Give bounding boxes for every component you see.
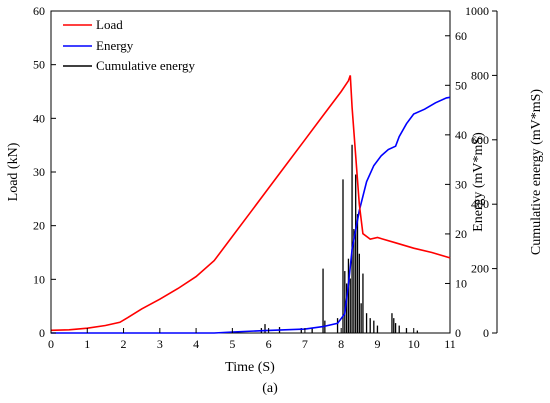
left-tick-label: 0 bbox=[39, 326, 45, 340]
x-axis-ticks: 0 1 2 3 4 5 6 7 8 9 10 11 bbox=[48, 328, 456, 351]
x-tick-label: 1 bbox=[84, 337, 90, 351]
inner-right-tick-label: 30 bbox=[455, 177, 467, 191]
left-tick-label: 40 bbox=[33, 111, 45, 125]
legend: Load Energy Cumulative energy bbox=[63, 17, 196, 73]
left-axis-title: Load (kN) bbox=[6, 142, 21, 201]
x-tick-label: 9 bbox=[374, 337, 380, 351]
inner-right-axis-title: Energy (mV*mS) bbox=[471, 132, 486, 232]
x-tick-label: 6 bbox=[266, 337, 272, 351]
x-tick-label: 2 bbox=[121, 337, 127, 351]
outer-right-tick-label: 0 bbox=[483, 326, 489, 340]
left-tick-label: 60 bbox=[33, 4, 45, 18]
inner-right-tick-label: 40 bbox=[455, 128, 467, 142]
cumulative-energy-spikes bbox=[260, 144, 419, 333]
outer-right-axis-title: Cumulative energy (mV*mS) bbox=[529, 89, 544, 255]
x-tick-label: 8 bbox=[338, 337, 344, 351]
energy-line bbox=[51, 96, 451, 334]
x-tick-label: 5 bbox=[229, 337, 235, 351]
inner-right-tick-label: 20 bbox=[455, 227, 467, 241]
outer-right-tick-label: 600 bbox=[471, 133, 489, 147]
outer-right-tick-label: 200 bbox=[471, 262, 489, 276]
outer-right-tick-label: 1000 bbox=[465, 4, 489, 18]
figure-caption: (a) bbox=[262, 381, 278, 396]
legend-load-label: Load bbox=[96, 17, 123, 32]
inner-right-tick-label: 60 bbox=[455, 29, 467, 43]
x-tick-label: 3 bbox=[157, 337, 163, 351]
inner-right-axis-ticks: 0 10 20 30 40 50 60 bbox=[445, 29, 467, 340]
inner-right-tick-label: 0 bbox=[455, 326, 461, 340]
outer-right-axis-ticks: 0 200 400 600 800 1000 bbox=[465, 4, 497, 340]
outer-right-tick-label: 800 bbox=[471, 68, 489, 82]
inner-right-tick-label: 50 bbox=[455, 78, 467, 92]
left-tick-label: 50 bbox=[33, 58, 45, 72]
legend-energy-label: Energy bbox=[96, 38, 134, 53]
legend-cumulative-energy-label: Cumulative energy bbox=[96, 58, 196, 73]
x-tick-label: 0 bbox=[48, 337, 54, 351]
x-tick-label: 4 bbox=[193, 337, 199, 351]
outer-right-tick-label: 400 bbox=[471, 197, 489, 211]
load-line bbox=[50, 75, 451, 332]
left-tick-label: 10 bbox=[33, 272, 45, 286]
inner-right-tick-label: 10 bbox=[455, 276, 467, 290]
left-tick-label: 30 bbox=[33, 165, 45, 179]
x-tick-label: 7 bbox=[302, 337, 308, 351]
left-axis-ticks: 0 10 20 30 40 50 60 bbox=[33, 4, 56, 340]
x-axis-title: Time (S) bbox=[225, 360, 275, 375]
x-tick-label: 10 bbox=[408, 337, 420, 351]
x-tick-label: 11 bbox=[444, 337, 456, 351]
left-tick-label: 20 bbox=[33, 219, 45, 233]
